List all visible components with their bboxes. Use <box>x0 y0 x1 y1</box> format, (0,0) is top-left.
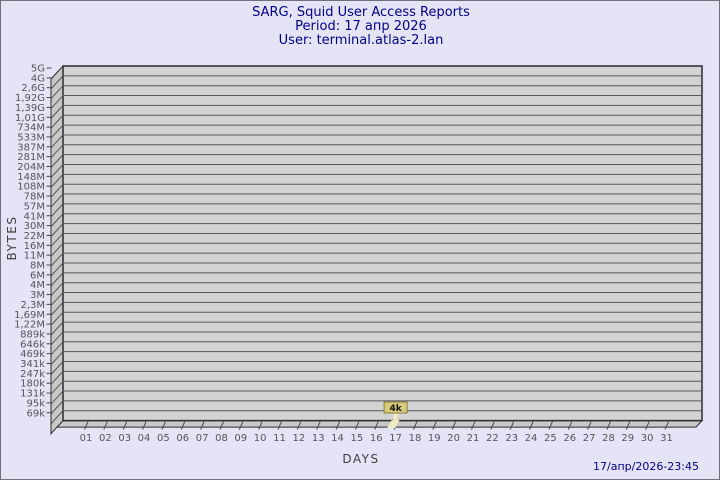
svg-text:8M: 8M <box>30 261 45 272</box>
svg-text:27: 27 <box>583 433 596 444</box>
svg-text:18: 18 <box>409 433 422 444</box>
svg-text:07: 07 <box>196 433 209 444</box>
svg-text:08: 08 <box>215 433 228 444</box>
chart-user: User: terminal.atlas-2.lan <box>278 33 444 48</box>
svg-text:30M: 30M <box>24 221 45 232</box>
svg-text:10: 10 <box>254 433 267 444</box>
chart-period: Period: 17 апр 2026 <box>295 19 427 34</box>
svg-text:22: 22 <box>486 433 499 444</box>
chart-header: SARG, Squid User Access Reports Period: … <box>1 5 719 48</box>
svg-text:04: 04 <box>138 433 151 444</box>
svg-text:108M: 108M <box>17 182 45 193</box>
svg-text:26: 26 <box>563 433 576 444</box>
svg-text:5G: 5G <box>31 64 45 75</box>
svg-text:95k: 95k <box>26 398 45 409</box>
svg-text:4k: 4k <box>389 404 402 414</box>
svg-text:469k: 469k <box>20 349 45 360</box>
svg-text:22M: 22M <box>24 231 45 242</box>
svg-text:28: 28 <box>602 433 615 444</box>
svg-text:4G: 4G <box>31 73 45 84</box>
svg-text:2,3M: 2,3M <box>20 300 45 311</box>
svg-text:11M: 11M <box>24 251 45 262</box>
svg-text:180k: 180k <box>20 379 45 390</box>
svg-text:6M: 6M <box>30 270 45 281</box>
svg-text:05: 05 <box>157 433 170 444</box>
svg-text:247k: 247k <box>20 369 45 380</box>
svg-text:24: 24 <box>525 433 538 444</box>
svg-text:30: 30 <box>641 433 654 444</box>
svg-text:17: 17 <box>389 433 402 444</box>
svg-text:148M: 148M <box>17 172 45 183</box>
svg-text:13: 13 <box>312 433 325 444</box>
svg-text:01: 01 <box>80 433 93 444</box>
report-timestamp: 17/апр/2026-23:45 <box>593 460 699 473</box>
svg-text:14: 14 <box>331 433 344 444</box>
svg-text:23: 23 <box>505 433 518 444</box>
svg-text:4M: 4M <box>30 280 45 291</box>
svg-text:387M: 387M <box>17 142 45 153</box>
svg-text:06: 06 <box>176 433 189 444</box>
svg-text:20: 20 <box>447 433 460 444</box>
svg-text:29: 29 <box>621 433 634 444</box>
svg-text:2,6G: 2,6G <box>21 83 45 94</box>
svg-text:03: 03 <box>118 433 131 444</box>
svg-text:78M: 78M <box>24 192 45 203</box>
svg-text:1,39G: 1,39G <box>15 103 45 114</box>
svg-text:1,69M: 1,69M <box>14 310 45 321</box>
svg-text:69k: 69k <box>26 408 45 419</box>
svg-text:1,92G: 1,92G <box>15 93 45 104</box>
svg-text:11: 11 <box>273 433 286 444</box>
svg-text:1,01G: 1,01G <box>15 113 45 124</box>
svg-text:131k: 131k <box>20 389 45 400</box>
svg-text:889k: 889k <box>20 329 45 340</box>
svg-text:02: 02 <box>99 433 112 444</box>
svg-text:31: 31 <box>660 433 673 444</box>
svg-text:16M: 16M <box>24 241 45 252</box>
chart-title: SARG, Squid User Access Reports <box>252 5 470 20</box>
svg-text:41M: 41M <box>24 211 45 222</box>
svg-text:21: 21 <box>467 433 480 444</box>
svg-text:204M: 204M <box>17 162 45 173</box>
svg-text:341k: 341k <box>20 359 45 370</box>
svg-text:646k: 646k <box>20 339 45 350</box>
svg-text:12: 12 <box>292 433 305 444</box>
svg-text:533M: 533M <box>17 132 45 143</box>
svg-text:57M: 57M <box>24 201 45 212</box>
x-axis-title-wrap: DAYS <box>1 448 719 467</box>
svg-text:3M: 3M <box>30 290 45 301</box>
svg-text:25: 25 <box>544 433 557 444</box>
svg-text:281M: 281M <box>17 152 45 163</box>
svg-text:1,22M: 1,22M <box>14 320 45 331</box>
x-axis-title: DAYS <box>342 452 380 466</box>
svg-text:19: 19 <box>428 433 441 444</box>
svg-text:09: 09 <box>234 433 247 444</box>
svg-text:734M: 734M <box>17 123 45 134</box>
svg-text:15: 15 <box>351 433 364 444</box>
svg-text:16: 16 <box>370 433 383 444</box>
